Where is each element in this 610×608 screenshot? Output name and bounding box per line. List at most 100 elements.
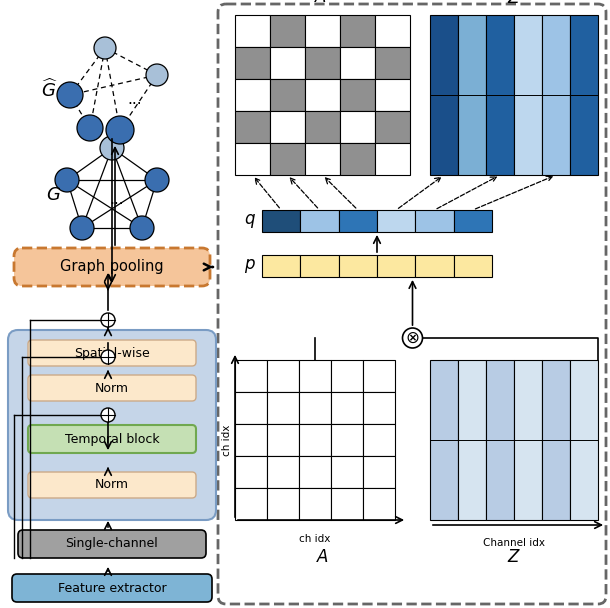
Bar: [331, 456, 363, 488]
Bar: [570, 15, 598, 175]
Bar: [267, 392, 299, 424]
Bar: [339, 210, 377, 232]
Text: $\widehat{A}$: $\widehat{A}$: [314, 0, 331, 7]
Bar: [375, 111, 410, 143]
Bar: [299, 360, 331, 392]
Text: ch idx: ch idx: [300, 534, 331, 544]
FancyBboxPatch shape: [28, 375, 196, 401]
FancyBboxPatch shape: [8, 330, 216, 520]
Bar: [514, 15, 542, 175]
Circle shape: [101, 408, 115, 422]
Bar: [235, 47, 270, 79]
FancyBboxPatch shape: [18, 530, 206, 558]
FancyBboxPatch shape: [28, 340, 196, 366]
Circle shape: [94, 37, 116, 59]
Bar: [454, 210, 492, 232]
Bar: [305, 15, 340, 47]
Bar: [262, 210, 300, 232]
Bar: [305, 143, 340, 175]
FancyBboxPatch shape: [28, 425, 196, 453]
Bar: [267, 456, 299, 488]
Text: Graph pooling: Graph pooling: [60, 260, 164, 274]
Bar: [270, 143, 305, 175]
Bar: [430, 15, 458, 175]
Bar: [514, 360, 542, 520]
Bar: [300, 255, 339, 277]
Circle shape: [106, 116, 134, 144]
Bar: [363, 456, 395, 488]
Bar: [235, 15, 270, 47]
Bar: [331, 360, 363, 392]
Bar: [300, 210, 339, 232]
FancyBboxPatch shape: [12, 574, 212, 602]
Circle shape: [146, 64, 168, 86]
Text: $q$: $q$: [244, 212, 256, 230]
Bar: [235, 456, 267, 488]
Bar: [235, 392, 267, 424]
Bar: [340, 143, 375, 175]
Circle shape: [70, 216, 94, 240]
Text: ...: ...: [127, 92, 142, 108]
Text: ...: ...: [110, 193, 124, 207]
Text: Temporal block: Temporal block: [65, 432, 159, 446]
Text: $Z$: $Z$: [507, 0, 521, 7]
Text: $p$: $p$: [244, 257, 256, 275]
Bar: [270, 79, 305, 111]
Bar: [267, 360, 299, 392]
Bar: [377, 210, 415, 232]
Bar: [486, 360, 514, 520]
Circle shape: [403, 328, 423, 348]
Bar: [486, 15, 514, 175]
Text: Feature extractor: Feature extractor: [58, 581, 167, 595]
Circle shape: [145, 168, 169, 192]
Bar: [305, 111, 340, 143]
Bar: [375, 79, 410, 111]
FancyBboxPatch shape: [218, 4, 606, 604]
Text: $\widehat{G}$: $\widehat{G}$: [41, 79, 59, 101]
Bar: [299, 456, 331, 488]
Bar: [415, 255, 454, 277]
Bar: [542, 360, 570, 520]
Circle shape: [101, 313, 115, 327]
Bar: [340, 15, 375, 47]
Bar: [267, 424, 299, 456]
Bar: [454, 255, 492, 277]
Text: $G$: $G$: [46, 186, 62, 204]
Bar: [331, 392, 363, 424]
Bar: [235, 143, 270, 175]
Bar: [363, 360, 395, 392]
Bar: [305, 79, 340, 111]
FancyBboxPatch shape: [28, 472, 196, 498]
Bar: [430, 360, 458, 520]
Text: $\otimes$: $\otimes$: [405, 329, 420, 347]
Bar: [570, 360, 598, 520]
Bar: [270, 47, 305, 79]
Circle shape: [57, 82, 83, 108]
Circle shape: [77, 115, 103, 141]
Bar: [235, 360, 267, 392]
Circle shape: [101, 350, 115, 364]
Bar: [542, 15, 570, 175]
Circle shape: [100, 136, 124, 160]
Bar: [377, 255, 415, 277]
Bar: [299, 488, 331, 520]
Bar: [331, 488, 363, 520]
Circle shape: [55, 168, 79, 192]
Bar: [415, 210, 454, 232]
Bar: [339, 255, 377, 277]
Bar: [340, 111, 375, 143]
Text: Norm: Norm: [95, 381, 129, 395]
Text: ch idx: ch idx: [222, 424, 232, 455]
FancyBboxPatch shape: [14, 248, 210, 286]
Bar: [375, 143, 410, 175]
Text: $Z$: $Z$: [507, 548, 521, 566]
Bar: [375, 47, 410, 79]
Bar: [270, 15, 305, 47]
Circle shape: [130, 216, 154, 240]
Bar: [363, 392, 395, 424]
Text: $A$: $A$: [317, 548, 329, 566]
Text: Channel idx: Channel idx: [483, 538, 545, 548]
Bar: [267, 488, 299, 520]
Bar: [340, 47, 375, 79]
Bar: [375, 15, 410, 47]
